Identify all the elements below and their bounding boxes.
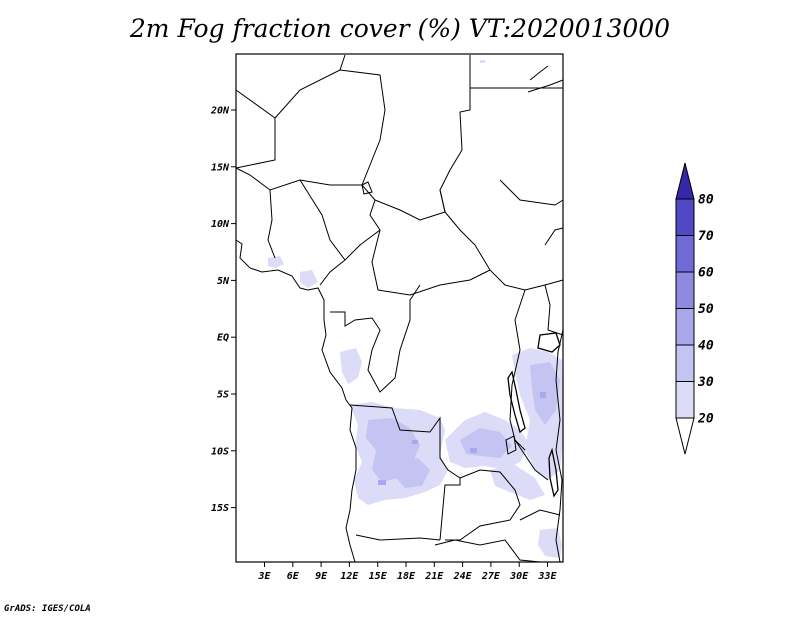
colorbar-segment [675,381,695,419]
colorbar-segment [675,271,695,309]
colorbar-label: 60 [698,266,714,281]
border-chad-sudan [374,199,564,291]
lat-tick-label: 20N [210,106,230,117]
lon-tick-label: 21E [424,571,444,582]
grads-credit: GrADS: IGES/COLA [4,604,91,614]
border-sahara-north [235,54,386,186]
border-congo-drc [330,284,421,393]
fog-patch-zambia [490,465,545,500]
colorbar-label: 20 [697,412,714,427]
border-zambia [445,439,549,541]
fog-speck [412,440,418,444]
colorbar: 20 30 40 50 60 70 80 [675,162,714,455]
lake-chad [361,181,373,195]
lat-tick-label: 15N [211,162,230,173]
latitude-axis: 20N 15N 10N 5N EQ 5S 10S 15S [210,106,236,514]
lat-tick-label: 15S [211,503,229,514]
lon-tick-label: 30E [509,571,529,582]
lat-tick-label: 5N [217,276,230,287]
country-borders [235,54,564,563]
border-sudan-ethiopia [499,179,564,246]
colorbar-under-triangle [675,417,695,455]
lat-tick-label: 5S [217,390,229,401]
border-car [371,189,491,296]
colorbar-label: 80 [698,193,714,208]
fog-speck [378,480,386,485]
colorbar-label: 70 [698,229,714,244]
colorbar-segment [675,308,695,346]
map-title: 2m Fog fraction cover (%) VT:2020013000 [129,14,671,43]
red-sea-coast [527,65,564,93]
lon-tick-label: 6E [287,571,300,582]
coastline-west-africa [235,239,357,563]
map-frame [235,53,564,563]
lon-tick-label: 15E [369,571,388,582]
lon-tick-label: 33E [537,571,557,582]
coastline-east-edge [555,329,564,563]
lake-tanganyika [507,370,526,434]
fog-patch-mozambique [538,528,562,558]
lon-tick-label: 9E [315,571,328,582]
colorbar-segment [675,198,695,236]
fog-speck [480,60,485,63]
border-niger-chad [235,167,381,286]
lon-tick-label: 12E [340,571,359,582]
colorbar-over-triangle [675,162,695,200]
lat-tick-label: 10N [211,219,230,230]
fog-patch-gabon [340,348,362,384]
lon-tick-label: 27E [481,571,501,582]
lon-tick-label: 24E [453,571,473,582]
lon-tick-label: 18E [397,571,416,582]
fog-speck [540,392,546,398]
fog-speck [470,448,477,453]
border-angola [349,404,461,541]
lat-tick-label: 10S [211,446,229,457]
lat-tick-label: EQ [217,333,229,344]
lake-mweru [505,435,517,455]
colorbar-segment [675,344,695,382]
border-nigeria [267,179,346,261]
border-south [434,509,561,563]
fog-patch-west-africa [268,256,284,268]
border-libya-egypt [439,55,563,213]
colorbar-label: 30 [697,375,714,390]
lon-tick-label: 3E [257,571,271,582]
lake-malawi [548,447,559,498]
colorbar-segment [675,235,695,273]
fog-cover-fields [268,60,563,558]
longitude-axis: 3E 6E 9E 12E 15E 18E 21E 24E 27E 30E 33E [257,562,558,582]
colorbar-label: 50 [698,302,714,317]
fog-patch-angola-spots [396,458,430,488]
fog-patch-cameroon [300,270,318,288]
lake-victoria [537,332,561,353]
colorbar-label: 40 [698,339,714,354]
